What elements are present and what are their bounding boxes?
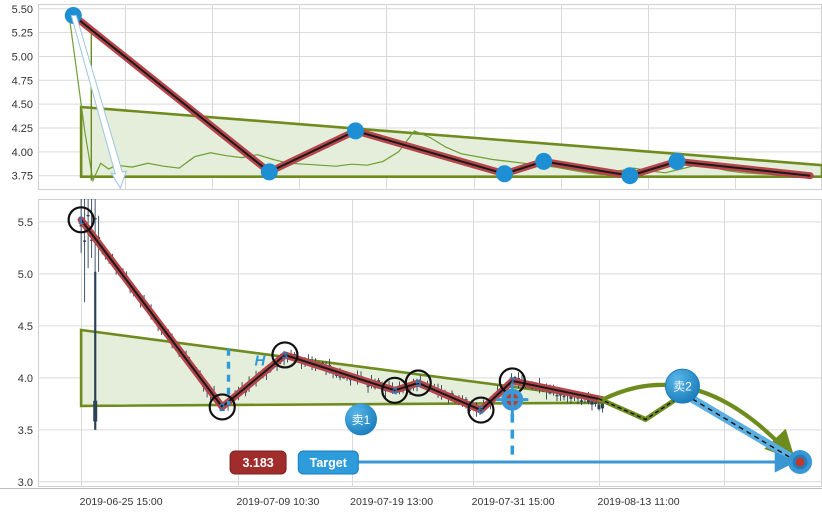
pivot-marker-circle[interactable] xyxy=(208,393,236,421)
top-pivot-dot[interactable] xyxy=(495,165,513,183)
bottom-y-tick: 4.0 xyxy=(18,373,33,385)
top-pivot-dot[interactable] xyxy=(260,163,278,181)
bottom-y-tick: 5.0 xyxy=(18,269,33,281)
top-y-tick: 4.25 xyxy=(12,123,33,135)
sell2-bubble[interactable] xyxy=(664,368,700,404)
bottom-y-tick: 3.5 xyxy=(18,425,33,437)
x-axis-tick: 2019-07-09 10:30 xyxy=(236,496,319,508)
measured-move-dash xyxy=(684,393,790,458)
x-axis-tick: 2019-07-19 13:00 xyxy=(350,496,433,508)
price-badge[interactable] xyxy=(229,450,287,475)
target-badge[interactable] xyxy=(297,450,359,475)
detail-candlestick-chart[interactable]: 1 2 3 4 5 6 7 H 卖1 卖2 3.183 Target xyxy=(38,199,822,487)
top-y-axis: 5.50 5.25 5.00 4.75 4.50 4.25 4.00 3.75 xyxy=(0,0,38,194)
pivot-marker-label: 5 xyxy=(415,378,421,390)
candle-body xyxy=(328,364,332,367)
candle-body xyxy=(83,240,87,242)
top-y-tick: 4.00 xyxy=(12,147,33,159)
sell1-bubble[interactable] xyxy=(345,403,378,436)
candle-body xyxy=(366,385,370,387)
candle-body xyxy=(335,374,339,376)
x-axis-tick: 2019-07-31 15:00 xyxy=(472,496,555,508)
top-y-tick: 4.75 xyxy=(12,75,33,87)
bottom-y-tick: 3.0 xyxy=(18,477,33,487)
candle-body xyxy=(93,218,97,220)
top-pivot-dot[interactable] xyxy=(668,152,686,170)
top-drop-arrow xyxy=(70,14,128,190)
candle-body xyxy=(600,403,604,409)
top-pivot-dot[interactable] xyxy=(347,122,365,140)
pivot-marker-label: 4 xyxy=(392,385,399,397)
bottom-chart-panel: 1 2 3 4 5 6 7 H 卖1 卖2 3.183 Target xyxy=(38,199,822,487)
top-chart-panel xyxy=(38,4,822,190)
pivot-marker-circle[interactable] xyxy=(271,341,299,369)
bottom-y-tick: 5.5 xyxy=(18,217,33,229)
top-pivot-dot[interactable] xyxy=(535,152,553,170)
candle-body xyxy=(593,402,597,404)
candle-body xyxy=(579,400,583,402)
candle-body xyxy=(558,393,562,396)
pivot-marker-label: 6 xyxy=(478,405,484,417)
x-axis: 2019-06-25 15:00 2019-07-09 10:30 2019-07-… xyxy=(0,487,822,520)
height-label: H xyxy=(254,352,266,369)
price-badge-label: 3.183 xyxy=(242,456,273,470)
candle-body xyxy=(86,214,90,217)
bullseye-center xyxy=(795,457,805,467)
top-y-tick: 3.75 xyxy=(12,171,33,183)
pivot-marker-label: 7 xyxy=(509,376,515,388)
x-axis-tick: 2019-06-25 15:00 xyxy=(80,496,163,508)
pivot-marker-label: 3 xyxy=(282,350,288,362)
candle-body xyxy=(548,392,552,394)
top-wedge xyxy=(79,105,822,178)
top-y-tick: 4.50 xyxy=(12,99,33,111)
pivot-marker-label: 2 xyxy=(219,402,225,414)
candle-body xyxy=(90,239,94,241)
projection-zigzag-core xyxy=(598,392,686,421)
sell2-label: 卖2 xyxy=(673,380,692,394)
candle-body xyxy=(342,377,346,379)
candle-body xyxy=(93,400,98,422)
top-y-tick: 5.00 xyxy=(12,51,33,63)
bottom-y-tick: 4.5 xyxy=(18,321,33,333)
candle-body xyxy=(569,396,573,399)
candle-body xyxy=(562,395,566,398)
bottom-y-axis: 5.5 5.0 4.5 4.0 3.5 3.0 xyxy=(0,199,38,487)
pivot-marker-circle[interactable] xyxy=(404,369,432,397)
pivot-marker-circle[interactable] xyxy=(67,206,95,234)
x-axis-tick: 2019-08-13 11:00 xyxy=(597,496,679,508)
top-y-tick: 5.50 xyxy=(12,4,33,16)
candle-body xyxy=(590,400,594,405)
pivot-marker-label: 1 xyxy=(78,215,84,227)
overview-line-chart[interactable] xyxy=(38,4,822,190)
candle-body xyxy=(597,404,601,410)
sell1-label: 卖1 xyxy=(352,413,371,427)
target-badge-label: Target xyxy=(310,456,348,470)
candle-body xyxy=(555,394,559,397)
top-y-tick: 5.25 xyxy=(12,28,33,40)
candle-body xyxy=(338,376,342,378)
pivot-marker-circle[interactable] xyxy=(467,396,495,424)
top-pivot-dot[interactable] xyxy=(621,167,639,185)
